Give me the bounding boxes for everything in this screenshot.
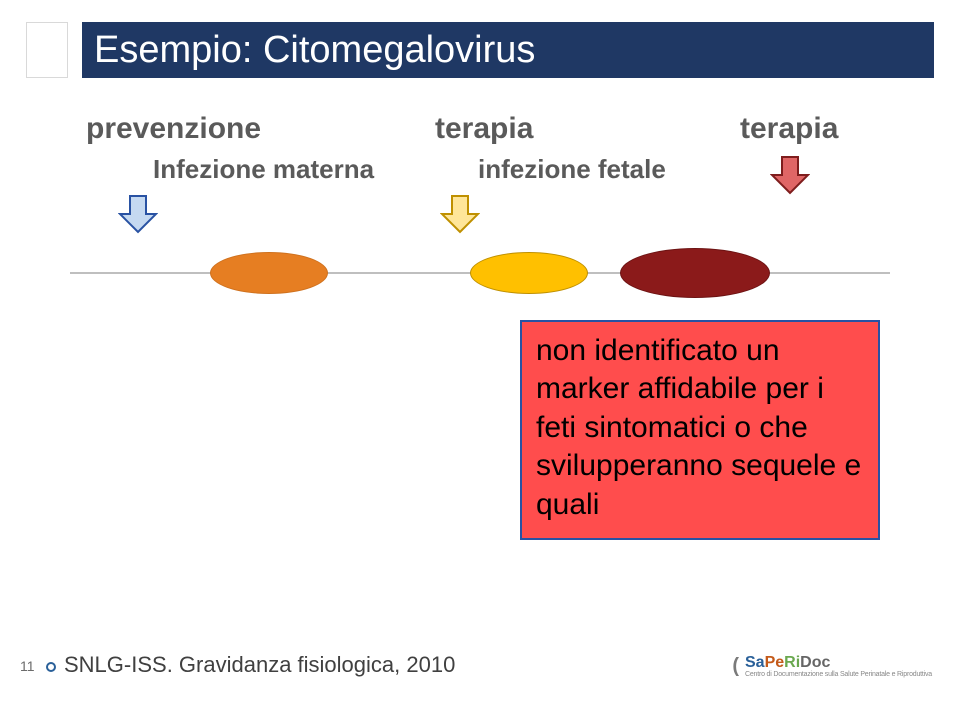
logo-mark-icon: ( (732, 655, 739, 678)
col3-label: terapia (740, 112, 838, 146)
logo-brand: SaPeRiDoc (745, 655, 932, 671)
col2-sublabel: infezione fetale (478, 154, 666, 185)
bullet-icon (46, 662, 56, 672)
ellipse-stage-1 (210, 252, 328, 294)
col2-label: terapia (435, 112, 533, 146)
title-row: Esempio: Citomegalovirus (0, 22, 960, 78)
callout-text: non identificato un marker affidabile pe… (536, 332, 864, 524)
title-bar: Esempio: Citomegalovirus (82, 22, 934, 78)
logo: ( SaPeRiDoc Centro di Documentazione sul… (732, 655, 932, 678)
page-number: 11 (20, 658, 35, 674)
ellipse-stage-3 (620, 248, 770, 298)
arrow-col2 (440, 194, 480, 234)
slide: Esempio: Citomegalovirus prevenzione ter… (0, 0, 960, 704)
arrow-col3 (770, 155, 810, 195)
logo-text: SaPeRiDoc Centro di Documentazione sulla… (745, 655, 932, 678)
title-accent-box (26, 22, 68, 78)
col1-sublabel: Infezione materna (153, 154, 374, 185)
footer: 11 SNLG-ISS. Gravidanza fisiologica, 201… (0, 650, 960, 678)
arrow-col1 (118, 194, 158, 234)
slide-title: Esempio: Citomegalovirus (94, 29, 535, 72)
col1-label: prevenzione (86, 112, 261, 146)
logo-subtitle: Centro di Documentazione sulla Salute Pe… (745, 671, 932, 678)
ellipse-stage-2 (470, 252, 588, 294)
footer-reference: SNLG-ISS. Gravidanza fisiologica, 2010 (64, 652, 455, 678)
callout-box: non identificato un marker affidabile pe… (520, 320, 880, 540)
